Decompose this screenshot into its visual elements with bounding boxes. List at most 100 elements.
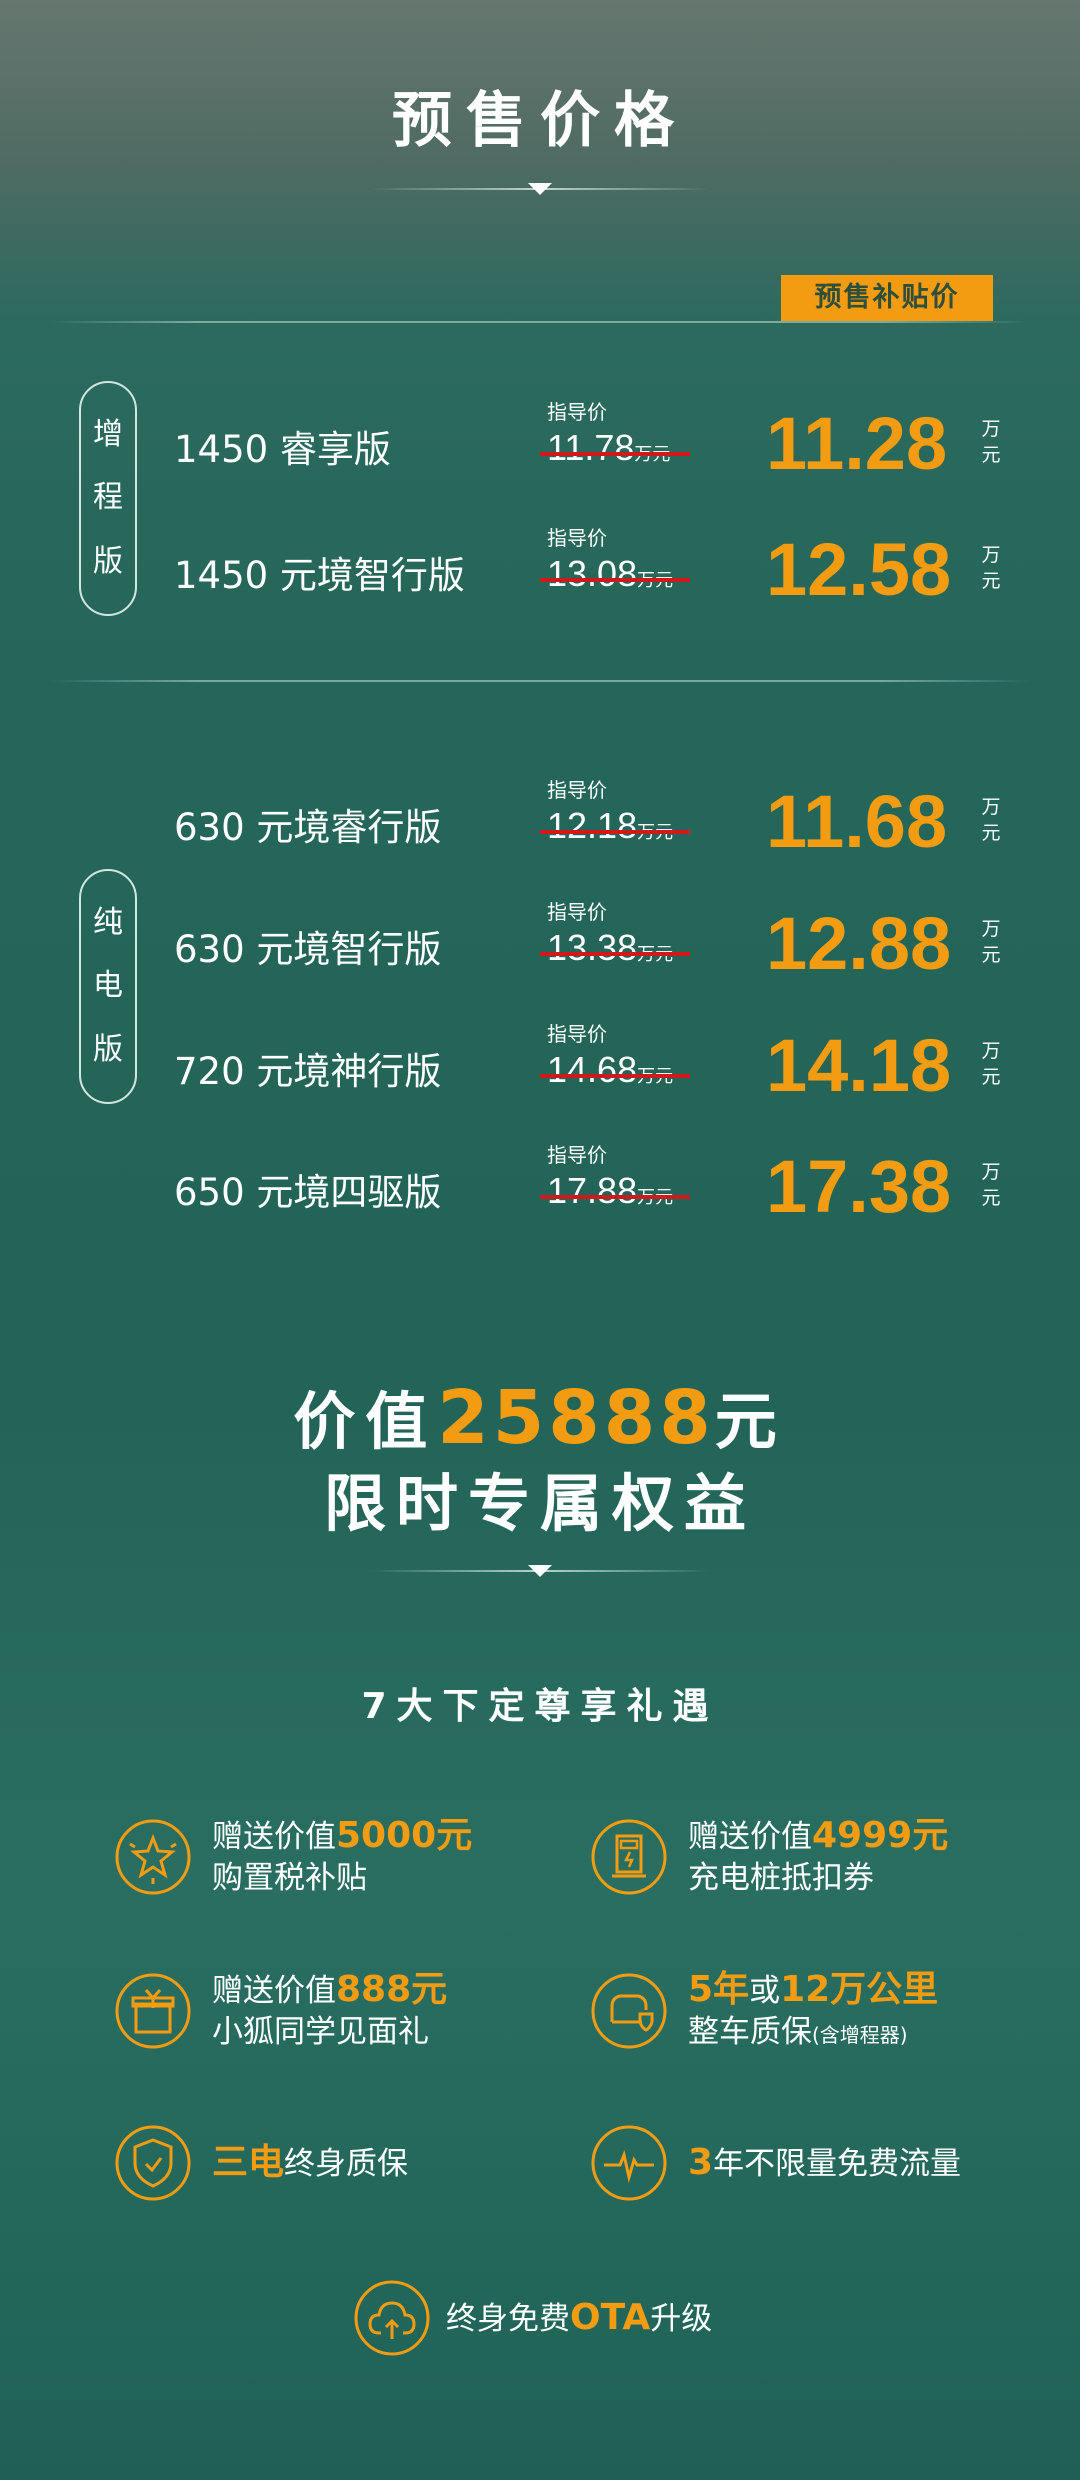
model-name: 630 元境睿行版 xyxy=(174,806,442,849)
benefit-segment: 小狐同学见面礼 xyxy=(212,2014,429,2050)
benefit-highlight: 3 xyxy=(688,2142,714,2183)
price-unit: 万元 xyxy=(980,794,1002,846)
group-char: 程 xyxy=(93,480,123,516)
guide-price: 13.08万元 xyxy=(547,554,673,600)
strikethrough-line xyxy=(540,1074,690,1078)
benefit-text: 赠送价值888元 小狐同学见面礼 xyxy=(212,1969,447,2053)
benefit-segment: 购置税补贴 xyxy=(212,1860,367,1896)
subsidy-price: 17.38 xyxy=(766,1145,952,1228)
benefit-text: 赠送价值4999元 充电桩抵扣券 xyxy=(688,1815,948,1899)
group-char: 增 xyxy=(93,416,123,452)
divider xyxy=(50,321,1030,323)
unit-char: 万 xyxy=(981,1161,1001,1183)
benefit-line: 赠送价值5000元 xyxy=(212,1815,472,1857)
value-headline: 价值25888元 xyxy=(0,1380,1080,1460)
car-shield-icon xyxy=(590,1972,668,2050)
benefit-segment: 赠送价值 xyxy=(212,1819,336,1855)
guide-price-label: 指导价 xyxy=(547,1143,607,1167)
price-unit: 万元 xyxy=(980,416,1002,468)
strikethrough-line xyxy=(540,952,690,956)
model-name: 1450 睿享版 xyxy=(174,428,391,471)
guide-price: 11.78万元 xyxy=(547,428,670,474)
guide-price-value: 11.78 xyxy=(547,427,635,468)
unit-char: 万 xyxy=(981,418,1001,440)
benefit-line: 3年不限量免费流量 xyxy=(688,2142,961,2184)
triangle-down-icon xyxy=(528,1565,552,1577)
page-title: 预售价格 xyxy=(392,86,688,156)
strikethrough-line xyxy=(540,830,690,834)
strikethrough-line xyxy=(540,1195,690,1199)
unit-char: 元 xyxy=(981,822,1001,844)
subsidy-price: 12.88 xyxy=(766,902,952,985)
subsidy-price: 11.68 xyxy=(766,780,948,863)
benefit-highlight: 三电 xyxy=(212,2142,285,2183)
price-row: 1450 元境智行版 指导价 13.08万元 12.58 万元 xyxy=(0,526,1080,626)
benefit-text: 三电终身质保 xyxy=(212,2142,408,2184)
value-suffix: 元 xyxy=(714,1385,787,1458)
group-char: 纯 xyxy=(93,904,123,940)
group-char: 版 xyxy=(93,544,123,580)
triangle-down-icon xyxy=(528,183,552,195)
benefit-line: 5年或12万公里 xyxy=(688,1969,938,2011)
benefit-highlight: OTA xyxy=(570,2297,651,2338)
benefit-segment: 整车质保 xyxy=(688,2014,812,2050)
benefit-line: 赠送价值4999元 xyxy=(688,1815,948,1857)
strikethrough-line xyxy=(540,452,690,456)
model-name: 720 元境神行版 xyxy=(174,1050,442,1093)
benefit-segment: 充电桩抵扣券 xyxy=(688,1860,874,1896)
benefit-text: 赠送价值5000元 购置税补贴 xyxy=(212,1815,472,1899)
guide-price-value: 14.68 xyxy=(547,1049,638,1090)
guide-price-label: 指导价 xyxy=(547,1022,607,1046)
unit-char: 元 xyxy=(981,1187,1001,1209)
benefit-line: 终身免费OTA升级 xyxy=(446,2297,712,2339)
subsidy-price: 11.28 xyxy=(766,402,948,485)
value-prefix: 价值 xyxy=(293,1385,438,1458)
price-unit: 万元 xyxy=(980,542,1002,594)
price-row: 1450 睿享版 指导价 11.78万元 11.28 万元 xyxy=(0,400,1080,500)
benefit-segment: (含增程器) xyxy=(812,2023,908,2047)
benefit-text: 3年不限量免费流量 xyxy=(688,2142,961,2184)
unit-char: 元 xyxy=(981,1066,1001,1088)
benefit-text: 终身免费OTA升级 xyxy=(446,2297,712,2339)
guide-price-value: 13.38 xyxy=(547,927,638,968)
subsidy-price: 14.18 xyxy=(766,1024,952,1107)
group-char: 电 xyxy=(93,968,123,1004)
star-badge-icon xyxy=(114,1818,192,1896)
benefit-segment: 或 xyxy=(749,1973,781,2009)
benefit-line: 整车质保(含增程器) xyxy=(688,2011,938,2053)
group-char: 版 xyxy=(93,1032,123,1068)
benefit-segment: 升级 xyxy=(650,2301,713,2337)
benefit-text: 5年或12万公里 整车质保(含增程器) xyxy=(688,1969,938,2053)
unit-char: 万 xyxy=(981,918,1001,940)
strikethrough-line xyxy=(540,578,690,582)
unit-char: 万 xyxy=(981,544,1001,566)
benefit-segment: 赠送价值 xyxy=(212,1973,336,2009)
value-amount: 25888 xyxy=(437,1375,715,1461)
group-label-range-extender: 增 程 版 xyxy=(79,381,137,616)
guide-price-value: 13.08 xyxy=(547,553,638,594)
pulse-icon xyxy=(590,2124,668,2202)
divider xyxy=(50,680,1030,682)
price-unit: 万元 xyxy=(980,1038,1002,1090)
unit-char: 万 xyxy=(981,796,1001,818)
benefit-line: 购置税补贴 xyxy=(212,1857,472,1899)
guide-price-label: 指导价 xyxy=(547,400,607,424)
benefit-line: 三电终身质保 xyxy=(212,2142,408,2184)
guide-price-value: 17.88 xyxy=(547,1170,638,1211)
charging-pile-icon xyxy=(590,1818,668,1896)
gift-box-icon xyxy=(114,1972,192,2050)
benefit-line: 赠送价值888元 xyxy=(212,1969,447,2011)
price-unit: 万元 xyxy=(980,916,1002,968)
price-unit: 万元 xyxy=(980,1159,1002,1211)
subsidy-price: 12.58 xyxy=(766,528,952,611)
presale-subsidy-badge: 预售补贴价 xyxy=(781,275,993,321)
benefit-highlight: 12万公里 xyxy=(780,1969,939,2010)
shield-check-icon xyxy=(114,2124,192,2202)
